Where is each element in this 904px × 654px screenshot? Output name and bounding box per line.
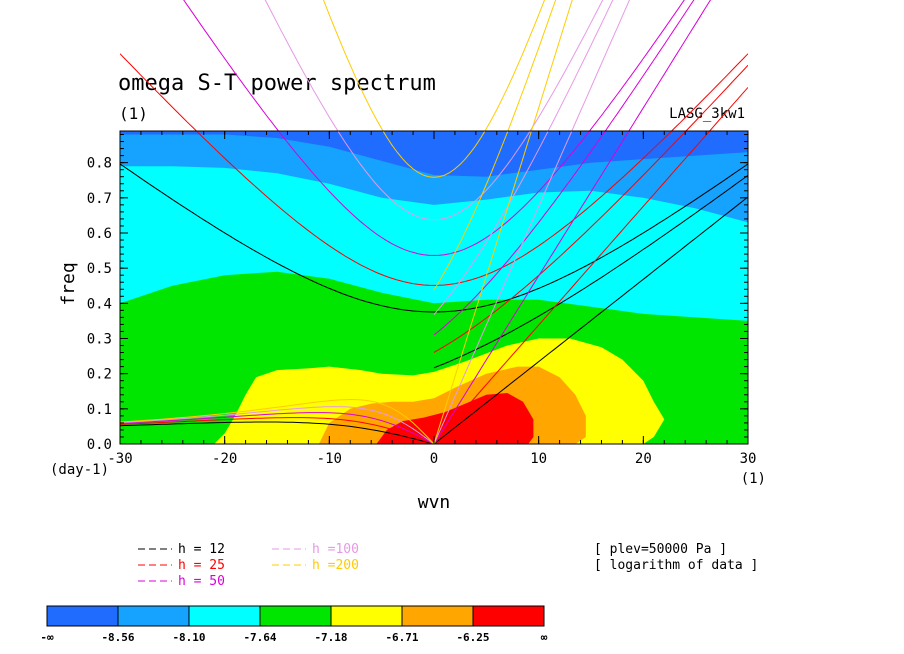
y-tick-label: 0.5 [87,261,112,277]
plev-annotation: [ plev=50000 Pa ] [594,542,727,557]
curve-h100-mrg-east-above [547,0,614,131]
y-axis-units: (day-1) [50,462,109,478]
curve-h12-kelvin-plot [433,196,748,444]
curve-h50-igw1-above [183,0,685,131]
legend-label-h25: h = 25 [178,558,225,573]
x-tick-label: 0 [430,451,438,467]
curve-h50-rossby1-plot [120,412,435,444]
curve-h25-kelvin-plot [433,131,711,444]
curve-h100-kelvin-plot [433,131,573,444]
x-tick-label: -20 [212,451,237,467]
x-axis-label: wvn [418,492,451,513]
colorbar-box [330,605,403,627]
y-tick-label: 0.8 [87,156,112,172]
dataset-label: LASG_3kw1 [669,106,745,122]
y-tick-label: 0.6 [87,226,112,242]
y-axis: 0.0 0.1 0.2 0.3 0.4 0.5 0.6 0.7 0.8 [87,134,748,453]
curve-h200-rossby1-plot [120,398,435,444]
x-tick-label: 30 [740,451,757,467]
colorbar-label: -7.18 [314,631,347,644]
colorbar-label: -∞ [40,631,54,644]
colorbar-box [188,605,261,627]
colorbar: -∞ -8.56 -8.10 -7.64 -7.18 -6.71 -6.25 ∞ [40,605,548,644]
curve-h200-kelvin-plot [433,131,532,444]
curve-h12-mrg-east-plot [433,174,748,369]
legend-label-h50: h = 50 [178,574,225,589]
curve-h100-igw1-plot [337,131,531,221]
y-tick-label: 0.1 [87,402,112,418]
x-axis-units: (1) [741,471,766,487]
curve-h12-rossby1-plot [120,421,435,444]
colorbar-box [117,605,190,627]
curve-h12-igw1-plot [120,163,748,313]
x-tick-label: 20 [635,451,652,467]
x-axis: -30 -20 -10 0 10 20 30 [107,131,756,467]
legend-label-h100: h =100 [312,542,359,557]
colorbar-box [472,605,545,627]
title-units: (1) [119,104,148,123]
colorbar-label: -6.25 [456,631,489,644]
y-tick-label: 0.7 [87,191,112,207]
band-above--6.25 [376,393,534,444]
colorbar-label: ∞ [541,631,548,644]
curve-h25-rossby1-plot [120,417,435,444]
curve-h50-mrg-east-plot [433,131,606,336]
logarithm-annotation: [ logarithm of data ] [594,558,758,573]
chart-title: omega S-T power spectrum [118,71,436,96]
x-tick-label: -10 [317,451,342,467]
colorbar-box [46,605,119,627]
colorbar-label: -7.64 [243,631,276,644]
curve-h100-kelvin-above [571,0,631,131]
colorbar-box [401,605,474,627]
x-tick-label: 10 [530,451,547,467]
colorbar-label: -8.56 [101,631,134,644]
curve-h200-igw1-plot [382,131,486,178]
y-tick-label: 0.0 [87,437,112,453]
curve-h25-mrg-east-plot [433,131,687,353]
curve-h100-mrg-east-plot [433,131,549,315]
y-axis-label: freq [58,262,79,305]
colorbar-box [259,605,332,627]
dispersion-curves-above [120,0,748,131]
x-tick-label: -30 [107,451,132,467]
dispersion-curves-plot [120,131,748,444]
curve-h100-rossby1-plot [120,406,435,444]
y-tick-label: 0.2 [87,367,112,383]
curve-h50-igw1-plot [277,131,591,256]
legend-label-h12: h = 12 [178,542,225,557]
curve-h50-kelvin-above [628,0,712,131]
curve-h25-igw1-plot [195,131,673,286]
y-tick-label: 0.4 [87,296,112,312]
curve-h25-mrg-east-above [685,64,748,131]
y-tick-label: 0.3 [87,331,112,347]
colorbar-label: -8.10 [172,631,205,644]
contour-fills [120,131,748,444]
colorbar-label: -6.71 [385,631,418,644]
curve-h200-mrg-east-plot [433,131,509,291]
curve-h50-kelvin-plot [433,131,630,444]
legend-label-h200: h =200 [312,558,359,573]
